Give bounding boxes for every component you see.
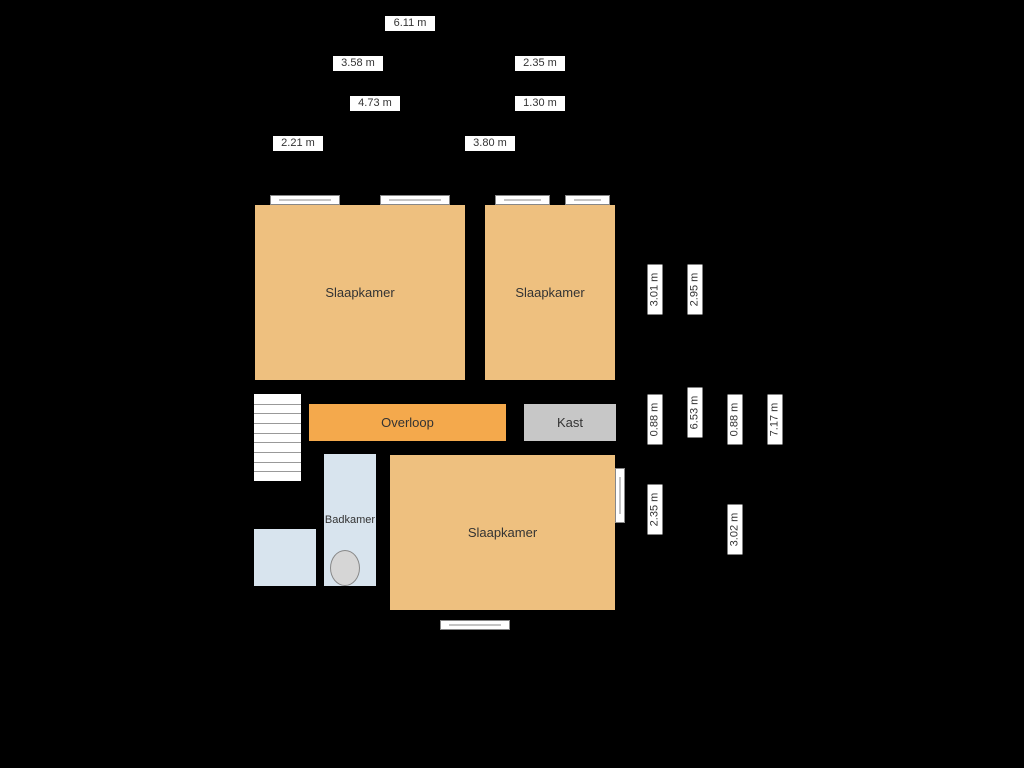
dimension-label: 0.88 m bbox=[648, 395, 663, 445]
dimension-label: 2.35 m bbox=[515, 56, 565, 71]
window bbox=[270, 195, 340, 205]
room-bedroom-bottom: Slaapkamer bbox=[385, 450, 620, 615]
dimension-label: 6.53 m bbox=[688, 388, 703, 438]
dimension-label: 3.02 m bbox=[728, 505, 743, 555]
room-label: Kast bbox=[557, 415, 583, 430]
room-overloop: Overloop bbox=[305, 400, 510, 445]
window bbox=[440, 620, 510, 630]
room-label: Badkamer bbox=[325, 514, 375, 526]
room-label: Overloop bbox=[381, 415, 434, 430]
room-kast: Kast bbox=[520, 400, 620, 445]
floorplan-stage: Slaapkamer Slaapkamer Overloop Kast Badk… bbox=[0, 0, 1024, 768]
window bbox=[380, 195, 450, 205]
bath-alcove bbox=[250, 525, 320, 590]
room-label: Slaapkamer bbox=[325, 285, 394, 300]
room-bedroom-top-right: Slaapkamer bbox=[480, 200, 620, 385]
room-label: Slaapkamer bbox=[468, 525, 537, 540]
room-label: Slaapkamer bbox=[515, 285, 584, 300]
dimension-label: 3.58 m bbox=[333, 56, 383, 71]
bathtub-icon bbox=[330, 550, 360, 586]
window bbox=[615, 468, 625, 523]
dimension-label: 0.88 m bbox=[728, 395, 743, 445]
dimension-label: 3.80 m bbox=[465, 136, 515, 151]
stairs bbox=[250, 390, 305, 485]
dimension-label: 7.17 m bbox=[768, 395, 783, 445]
dimension-label: 3.01 m bbox=[648, 265, 663, 315]
room-bedroom-top-left: Slaapkamer bbox=[250, 200, 470, 385]
dimension-label: 2.95 m bbox=[688, 265, 703, 315]
dimension-label: 1.30 m bbox=[515, 96, 565, 111]
dimension-label: 2.35 m bbox=[648, 485, 663, 535]
window bbox=[565, 195, 610, 205]
window bbox=[495, 195, 550, 205]
dimension-label: 4.73 m bbox=[350, 96, 400, 111]
dimension-label: 2.21 m bbox=[273, 136, 323, 151]
dimension-label: 6.11 m bbox=[385, 16, 435, 31]
